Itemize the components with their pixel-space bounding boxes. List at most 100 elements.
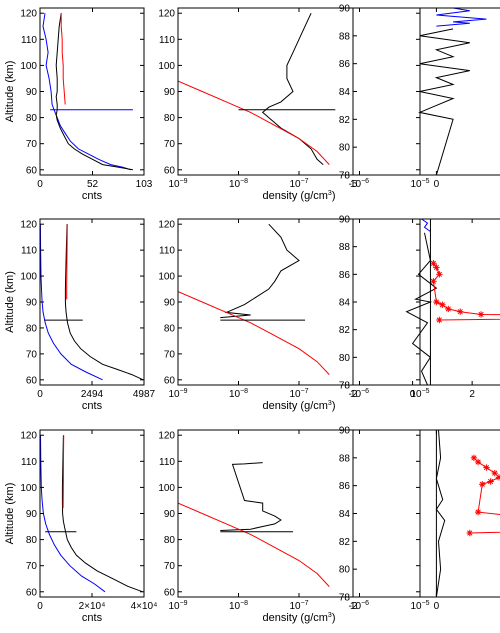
y-tick-label: 120 <box>158 9 175 20</box>
y-tick-label: 80 <box>339 565 351 576</box>
y-tick-label: 90 <box>164 298 176 309</box>
y-tick-label: 80 <box>26 535 38 546</box>
y-tick-label: 90 <box>164 87 176 98</box>
y-tick-label: 110 <box>159 457 175 468</box>
series-line-blue <box>40 435 106 593</box>
y-tick-label: 78 <box>339 171 351 182</box>
series-line-black <box>61 435 143 593</box>
y-tick-label: 110 <box>21 457 37 468</box>
x-tick-label: 0 <box>410 389 416 400</box>
x-tick-label: -2 <box>349 601 358 612</box>
data-point-star <box>436 271 443 278</box>
y-tick-label: 90 <box>339 215 351 226</box>
series-line-black <box>64 224 144 381</box>
series-line-red <box>178 291 330 375</box>
y-tick-label: 100 <box>158 272 175 283</box>
y-tick-label: 110 <box>159 246 175 257</box>
data-point-star <box>479 481 486 488</box>
data-point-star <box>433 264 440 271</box>
y-tick-label: 82 <box>339 115 351 126</box>
y-tick-label: 80 <box>339 143 351 154</box>
y-tick-label: 88 <box>339 453 351 464</box>
y-tick-label: 110 <box>159 35 175 46</box>
y-tick-label: 100 <box>20 272 37 283</box>
series-line-black <box>261 12 324 165</box>
x-tick-label: 0 <box>37 389 43 400</box>
series-line-black <box>55 13 133 171</box>
y-tick-label: 90 <box>26 298 38 309</box>
axes-frame <box>177 7 421 176</box>
x-tick-label: -2 <box>349 389 358 400</box>
x-tick-label: 10−8 <box>229 388 248 400</box>
y-tick-label: 120 <box>158 220 175 231</box>
data-point-star <box>430 278 437 285</box>
panel-row1-counts: 60 70 80 90 100 110 120 0 52 103 Altitude (km) cnts <box>4 7 153 202</box>
data-point-star <box>495 474 500 481</box>
x-tick-label: 2494 <box>81 389 104 400</box>
x-axis-label: density (g/cm3) <box>263 612 336 624</box>
y-tick-label: 100 <box>158 483 175 494</box>
x-tick-label: 10−6 <box>350 388 369 400</box>
y-axis-label: Altitude (km) <box>4 271 16 333</box>
x-axis-label: density (g/cm3) <box>263 190 336 202</box>
y-tick-label: 88 <box>339 31 351 42</box>
y-tick-label: 84 <box>339 298 351 309</box>
data-point-star <box>466 529 473 537</box>
y-tick-label: 60 <box>26 165 38 176</box>
y-tick-label: 78 <box>339 381 351 392</box>
y-tick-label: 90 <box>26 87 38 98</box>
x-axis-label: cnts <box>82 190 103 202</box>
y-tick-label: 80 <box>164 535 176 546</box>
data-point-star <box>487 478 494 485</box>
x-axis-label: density (g/cm3) <box>263 400 336 412</box>
y-tick-label: 82 <box>339 537 351 548</box>
y-tick-label: 110 <box>21 246 37 257</box>
x-tick-label: 0 <box>37 179 43 190</box>
x-tick-label: 0 <box>434 601 440 612</box>
series-line-red <box>60 13 66 105</box>
y-tick-label: 86 <box>339 481 351 492</box>
y-tick-label: 90 <box>339 426 351 437</box>
y-tick-label: 60 <box>26 375 38 386</box>
plot-area <box>178 223 330 375</box>
series-line-black <box>220 462 282 531</box>
panel-row3-counts: 60 70 80 90 100 110 120 0 2×10⁴ 4×10⁴ Altitude (km… <box>4 429 157 624</box>
y-tick-label: 90 <box>339 4 351 15</box>
y-tick-label: 80 <box>164 113 176 124</box>
panel-row2-density: 60 70 80 90 100 110 120 10−9 10−8 10−7 10−6 10−5 den… <box>158 218 430 412</box>
y-tick-label: 110 <box>21 35 37 46</box>
series-line-black <box>435 430 446 597</box>
y-tick-label: 80 <box>164 323 176 334</box>
axes-frame <box>177 429 421 598</box>
y-tick-label: 100 <box>20 483 37 494</box>
axes-frame <box>177 218 421 386</box>
x-tick-label: 10−8 <box>229 600 248 612</box>
series-line-blue <box>40 224 103 381</box>
x-tick-label: 10−9 <box>168 178 187 190</box>
data-point-star <box>483 464 490 471</box>
y-tick-label: 70 <box>164 561 176 572</box>
x-tick-label: -5 <box>349 179 358 190</box>
plot-area <box>40 435 143 593</box>
y-tick-label: 60 <box>164 587 176 598</box>
series-line-red <box>178 80 330 165</box>
y-tick-label: 100 <box>20 61 37 72</box>
panel-row1-density: 60 70 80 90 100 110 120 10−9 10−8 10−7 10−6 10−5 den… <box>158 7 430 202</box>
series-line-red <box>178 502 330 587</box>
y-tick-label: 120 <box>20 220 37 231</box>
y-axis-label: Altitude (km) <box>4 483 16 545</box>
x-tick-label: 10−7 <box>289 600 308 612</box>
data-point-star <box>436 316 443 324</box>
y-tick-label: 60 <box>26 587 38 598</box>
axes-frame <box>352 7 500 176</box>
y-tick-label: 70 <box>26 561 38 572</box>
axes-frame <box>39 429 145 598</box>
data-point-star <box>457 308 464 315</box>
series-line-red <box>432 263 500 321</box>
x-axis-label: cnts <box>82 612 103 624</box>
data-point-star <box>474 508 482 516</box>
panel-row3-density: 60 70 80 90 100 110 120 10−9 10−8 10−7 10−6 10−5 den… <box>158 429 430 624</box>
x-tick-label: 0 <box>434 179 440 190</box>
